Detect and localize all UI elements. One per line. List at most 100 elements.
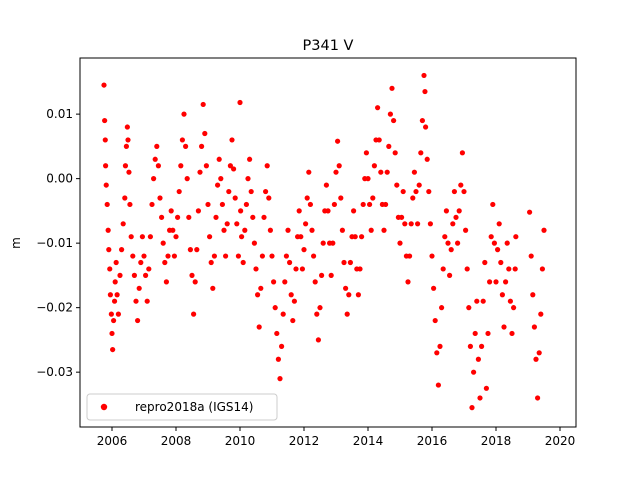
data-point (431, 285, 437, 291)
data-point (491, 240, 497, 246)
data-point (178, 163, 184, 169)
data-point (408, 221, 414, 227)
data-point (271, 279, 277, 285)
data-point (159, 214, 165, 220)
data-point (272, 305, 278, 311)
data-point (455, 240, 461, 246)
data-point (266, 195, 272, 201)
data-point (434, 350, 440, 356)
data-point (307, 201, 313, 208)
data-point (400, 188, 406, 195)
data-point (200, 101, 206, 108)
data-point (139, 234, 145, 240)
data-point (427, 221, 433, 227)
data-point (264, 163, 270, 169)
data-point (163, 279, 169, 285)
data-point (186, 214, 192, 220)
data-point (487, 279, 493, 285)
data-point (290, 317, 296, 324)
data-point (223, 253, 229, 259)
data-point (170, 227, 176, 233)
data-point (391, 117, 397, 124)
data-point (533, 356, 539, 362)
data-point (298, 234, 304, 240)
data-point (304, 195, 310, 201)
data-point (111, 317, 117, 324)
data-point (328, 272, 334, 278)
data-point (210, 285, 216, 291)
data-point (133, 298, 139, 304)
data-point (104, 201, 110, 208)
data-point (291, 298, 297, 304)
data-point (235, 253, 241, 259)
data-point (303, 221, 309, 227)
data-point (513, 234, 519, 240)
data-points (101, 72, 547, 411)
data-point (162, 259, 168, 266)
data-point (368, 227, 374, 233)
data-point (351, 208, 357, 214)
data-point (402, 221, 408, 227)
data-point (117, 272, 123, 278)
data-point (120, 221, 126, 227)
data-point (387, 111, 393, 117)
data-point (277, 376, 283, 382)
data-point (509, 330, 515, 337)
data-point (232, 195, 238, 201)
data-point (376, 137, 382, 143)
data-point (152, 156, 158, 162)
data-point (234, 221, 240, 227)
data-point (154, 143, 160, 149)
data-point (386, 143, 392, 149)
data-point (485, 330, 491, 337)
data-point (288, 292, 294, 298)
legend: repro2018a (IGS14) (86, 393, 278, 421)
x-tick-label: 2020 (545, 434, 576, 448)
data-point (299, 266, 305, 272)
data-point (448, 247, 454, 253)
data-point (503, 279, 509, 285)
data-point (423, 124, 429, 130)
data-point (421, 72, 427, 79)
data-point (359, 234, 365, 240)
data-point (539, 266, 546, 272)
data-point (274, 330, 280, 337)
data-point (211, 253, 217, 259)
data-point (115, 311, 121, 317)
data-point (267, 227, 273, 233)
x-tick-label: 2018 (481, 434, 512, 448)
data-point (160, 240, 166, 246)
data-point (415, 221, 421, 227)
data-point (155, 163, 161, 169)
data-point (144, 298, 150, 304)
data-point (275, 356, 281, 362)
data-point (114, 292, 120, 298)
data-point (205, 201, 211, 208)
x-tick-label: 2006 (97, 434, 128, 448)
data-point (456, 208, 462, 214)
data-point (119, 247, 125, 253)
plot-area-frame (79, 57, 577, 428)
data-point (450, 221, 456, 227)
data-point (378, 169, 384, 175)
data-point (530, 292, 536, 298)
data-point (226, 188, 232, 195)
data-point (123, 143, 129, 149)
data-point (347, 259, 353, 266)
data-point (418, 150, 424, 156)
data-point (383, 201, 389, 208)
data-point (483, 385, 489, 391)
data-point (183, 143, 189, 149)
data-point (319, 272, 325, 278)
data-point (479, 343, 485, 349)
data-point (410, 195, 416, 201)
data-point (130, 253, 136, 259)
data-point (199, 143, 205, 149)
data-point (389, 85, 395, 91)
data-point (493, 279, 499, 285)
data-point (397, 240, 403, 246)
data-point (122, 163, 129, 169)
data-point (238, 208, 244, 214)
data-point (122, 195, 128, 201)
data-point (474, 298, 480, 304)
